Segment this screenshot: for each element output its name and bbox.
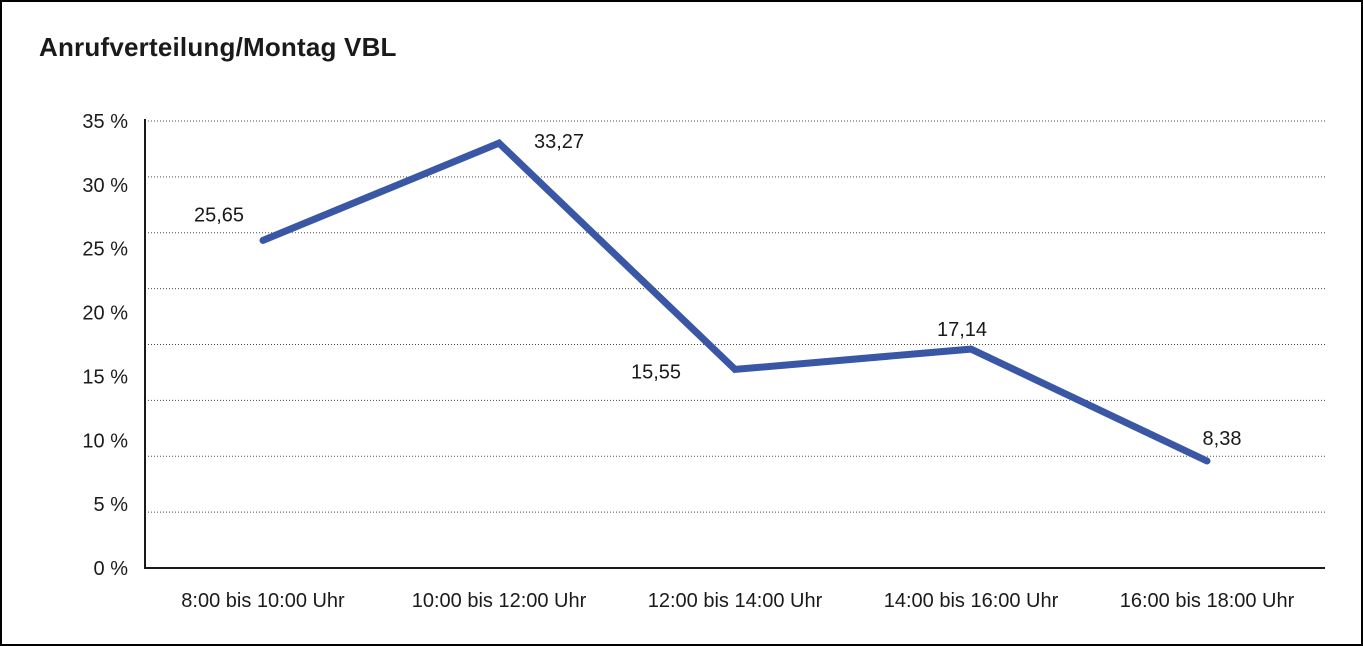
- y-tick-label: 30 %: [82, 175, 128, 197]
- data-point-label: 25,65: [194, 204, 244, 226]
- x-category-label: 10:00 bis 12:00 Uhr: [412, 590, 587, 612]
- chart-title: Anrufverteilung/Montag VBL: [39, 32, 397, 62]
- y-tick-label: 0 %: [94, 558, 129, 580]
- y-tick-label: 5 %: [94, 494, 129, 516]
- data-point-label: 17,14: [937, 319, 987, 341]
- data-point-label: 15,55: [631, 361, 681, 383]
- y-tick-label: 20 %: [82, 303, 128, 325]
- data-point-label: 8,38: [1203, 428, 1242, 450]
- data-series-line: [259, 138, 1211, 465]
- x-category-label: 14:00 bis 16:00 Uhr: [884, 590, 1059, 612]
- y-tick-label: 35 %: [82, 111, 128, 133]
- y-tick-label: 15 %: [82, 366, 128, 388]
- y-tick-label: 10 %: [82, 430, 128, 452]
- x-category-label: 16:00 bis 18:00 Uhr: [1120, 590, 1295, 612]
- x-category-label: 12:00 bis 14:00 Uhr: [648, 590, 823, 612]
- data-point-label: 33,27: [534, 131, 584, 153]
- x-category-label: 8:00 bis 10:00 Uhr: [181, 590, 345, 612]
- y-tick-label: 25 %: [82, 239, 128, 261]
